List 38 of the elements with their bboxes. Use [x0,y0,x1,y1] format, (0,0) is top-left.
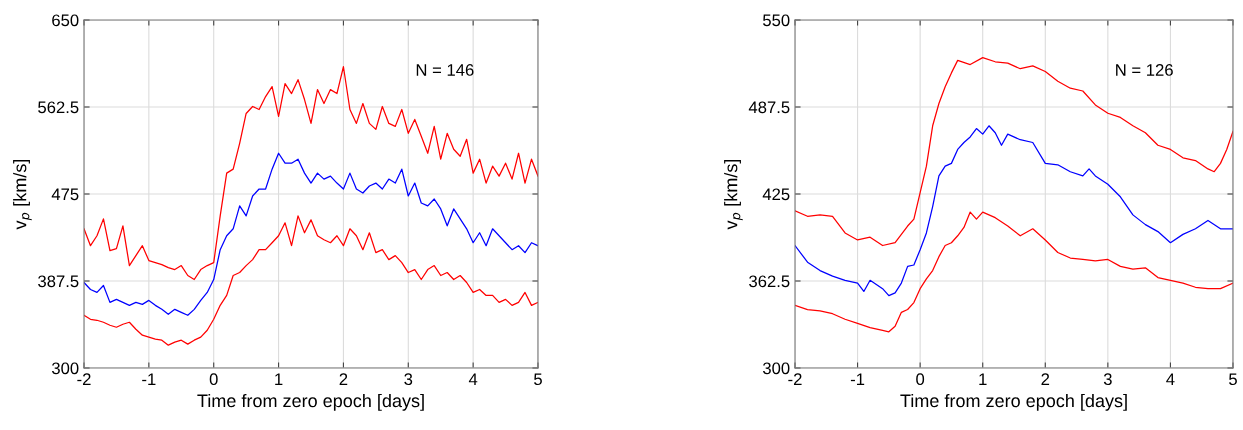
x-tick-label: 5 [534,373,542,386]
x-axis-title: Time from zero epoch [days] [197,393,424,411]
x-tick-label: -1 [142,373,156,385]
x-tick-label: 1 [979,373,987,385]
y-tick-label: 300 [51,362,79,375]
x-tick-label: 0 [209,373,218,386]
x-tick-label: 2 [1041,373,1050,385]
annotation: N = 146 [416,64,474,76]
x-tick-label: 1 [275,373,283,385]
y-tick-label: 300 [762,362,790,375]
y-tick-label: 387.5 [38,275,79,288]
x-tick-label: -1 [850,373,865,385]
line-series [795,211,1233,333]
x-tick-label: 3 [1103,373,1112,386]
x-tick-label: 4 [1166,373,1175,385]
y-tick-label: 562.5 [38,101,79,114]
line-series [84,66,538,281]
y-tick-label: 475 [51,188,79,201]
y-tick-label: 425 [762,188,790,201]
x-tick-label: -2 [788,373,802,385]
y-axis-title: v$_{p}$ [km/s] [13,159,32,230]
y-tick-label: 487.5 [748,101,790,114]
line-series [84,152,538,316]
x-tick-label: 2 [339,373,348,385]
line-series [84,215,538,346]
y-tick-label: 362.5 [749,275,790,288]
line-series [795,125,1233,297]
y-axis-title: v$_{p}$ [km/s] [724,159,743,230]
annotation: N = 126 [1116,64,1173,76]
y-tick-label: 550 [763,14,790,27]
line-series [795,56,1233,247]
x-tick-label: 0 [916,373,925,386]
x-tick-label: -2 [77,373,91,385]
x-axis-title: Time from zero epoch [days] [900,393,1127,411]
x-tick-label: 3 [404,373,413,386]
x-tick-label: 4 [468,373,478,385]
y-tick-label: 650 [52,14,79,27]
x-tick-label: 5 [1229,373,1237,386]
